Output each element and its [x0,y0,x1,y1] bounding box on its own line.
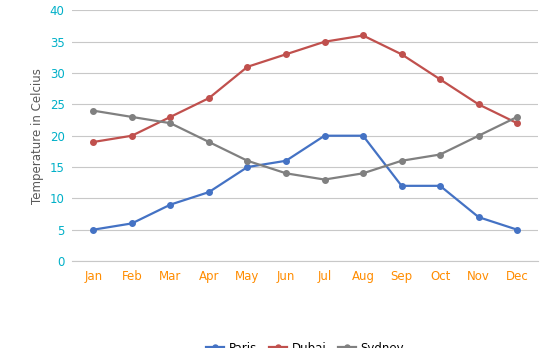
Dubai [129,134,135,138]
Dubai [282,52,289,56]
Dubai [398,52,405,56]
Paris [244,165,251,169]
Paris [514,228,521,232]
Y-axis label: Temperature in Celcius: Temperature in Celcius [31,68,44,204]
Sydney [282,171,289,175]
Line: Sydney: Sydney [90,108,520,182]
Paris [437,184,443,188]
Paris [167,203,174,207]
Dubai [90,140,97,144]
Paris [475,215,482,219]
Sydney [244,159,251,163]
Line: Dubai: Dubai [90,33,520,145]
Dubai [360,33,366,38]
Sydney [398,159,405,163]
Dubai [205,96,212,100]
Dubai [475,102,482,106]
Sydney [167,121,174,125]
Paris [129,221,135,226]
Sydney [321,177,328,182]
Sydney [205,140,212,144]
Paris [205,190,212,194]
Paris [90,228,97,232]
Sydney [437,152,443,157]
Sydney [475,134,482,138]
Dubai [437,77,443,81]
Dubai [321,40,328,44]
Paris [321,134,328,138]
Paris [398,184,405,188]
Sydney [90,109,97,113]
Line: Paris: Paris [90,133,520,232]
Legend: Paris, Dubai, Sydney: Paris, Dubai, Sydney [202,337,408,348]
Dubai [244,65,251,69]
Dubai [514,121,521,125]
Paris [360,134,366,138]
Dubai [167,115,174,119]
Sydney [514,115,521,119]
Sydney [360,171,366,175]
Sydney [129,115,135,119]
Paris [282,159,289,163]
